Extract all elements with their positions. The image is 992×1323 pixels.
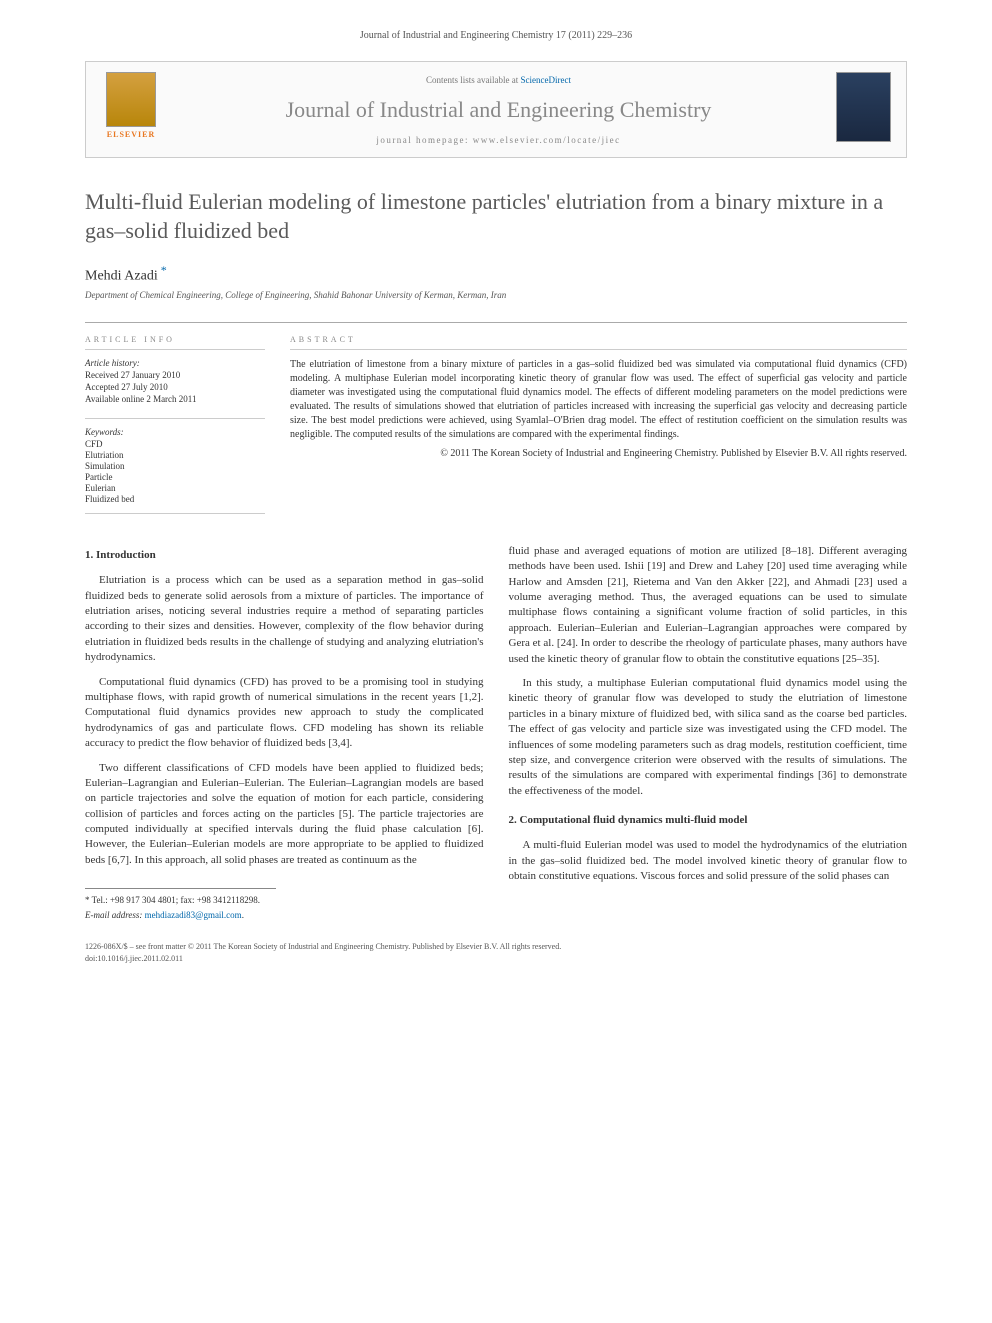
header-center: Contents lists available at ScienceDirec… bbox=[176, 72, 821, 145]
abstract-text: The elutriation of limestone from a bina… bbox=[290, 358, 907, 442]
journal-cover-thumbnail bbox=[836, 72, 891, 142]
email-label: E-mail address: bbox=[85, 910, 145, 920]
online-date: Available online 2 March 2011 bbox=[85, 394, 265, 404]
body-paragraph: A multi-fluid Eulerian model was used to… bbox=[509, 838, 908, 884]
article-info-heading: ARTICLE INFO bbox=[85, 335, 265, 350]
section-2-heading: 2. Computational fluid dynamics multi-fl… bbox=[509, 813, 908, 828]
body-paragraph: Computational fluid dynamics (CFD) has p… bbox=[85, 675, 484, 752]
received-date: Received 27 January 2010 bbox=[85, 370, 265, 380]
journal-header-box: ELSEVIER Contents lists available at Sci… bbox=[85, 61, 907, 158]
abstract-copyright: © 2011 The Korean Society of Industrial … bbox=[290, 447, 907, 461]
article-title: Multi-fluid Eulerian modeling of limesto… bbox=[85, 188, 907, 245]
section-1-heading: 1. Introduction bbox=[85, 548, 484, 563]
page-footer: 1226-086X/$ – see front matter © 2011 Th… bbox=[85, 941, 907, 963]
keywords-block: Keywords: CFD Elutriation Simulation Par… bbox=[85, 418, 265, 514]
accepted-date: Accepted 27 July 2010 bbox=[85, 382, 265, 392]
footnote-tel: * Tel.: +98 917 304 4801; fax: +98 34121… bbox=[85, 894, 276, 907]
author-line: Mehdi Azadi * bbox=[85, 263, 907, 285]
email-link[interactable]: mehdiazadi83@gmail.com bbox=[145, 910, 242, 920]
sciencedirect-link[interactable]: ScienceDirect bbox=[521, 75, 571, 85]
info-abstract-row: ARTICLE INFO Article history: Received 2… bbox=[85, 322, 907, 514]
keyword: CFD bbox=[85, 439, 265, 449]
body-columns: 1. Introduction Elutriation is a process… bbox=[85, 544, 907, 924]
running-header: Journal of Industrial and Engineering Ch… bbox=[85, 30, 907, 41]
contents-line: Contents lists available at ScienceDirec… bbox=[176, 75, 821, 85]
body-paragraph: fluid phase and averaged equations of mo… bbox=[509, 544, 908, 667]
elsevier-tree-icon bbox=[106, 72, 156, 127]
corresponding-footnote: * Tel.: +98 917 304 4801; fax: +98 34121… bbox=[85, 888, 276, 921]
keywords-label: Keywords: bbox=[85, 427, 265, 437]
footnote-email-line: E-mail address: mehdiazadi83@gmail.com. bbox=[85, 909, 276, 922]
body-paragraph: Elutriation is a process which can be us… bbox=[85, 573, 484, 665]
keyword: Simulation bbox=[85, 461, 265, 471]
author-name: Mehdi Azadi bbox=[85, 269, 158, 284]
elsevier-logo: ELSEVIER bbox=[101, 72, 161, 147]
footer-copyright: 1226-086X/$ – see front matter © 2011 Th… bbox=[85, 941, 907, 952]
footer-doi: doi:10.1016/j.jiec.2011.02.011 bbox=[85, 953, 907, 964]
body-column-right: fluid phase and averaged equations of mo… bbox=[509, 544, 908, 924]
history-label: Article history: bbox=[85, 358, 265, 368]
doi-text: doi:10.1016/j.jiec.2011.02.011 bbox=[85, 954, 183, 963]
body-column-left: 1. Introduction Elutriation is a process… bbox=[85, 544, 484, 924]
homepage-line: journal homepage: www.elsevier.com/locat… bbox=[176, 135, 821, 145]
corresponding-marker: * bbox=[158, 263, 167, 277]
affiliation: Department of Chemical Engineering, Coll… bbox=[85, 290, 907, 300]
keyword: Fluidized bed bbox=[85, 494, 265, 504]
keyword: Particle bbox=[85, 472, 265, 482]
elsevier-text: ELSEVIER bbox=[107, 130, 155, 139]
keyword: Eulerian bbox=[85, 483, 265, 493]
keyword: Elutriation bbox=[85, 450, 265, 460]
paper-page: Journal of Industrial and Engineering Ch… bbox=[0, 0, 992, 1004]
abstract-column: ABSTRACT The elutriation of limestone fr… bbox=[290, 335, 907, 514]
journal-name: Journal of Industrial and Engineering Ch… bbox=[176, 97, 821, 123]
body-paragraph: In this study, a multiphase Eulerian com… bbox=[509, 676, 908, 799]
body-paragraph: Two different classifications of CFD mod… bbox=[85, 761, 484, 869]
article-info-column: ARTICLE INFO Article history: Received 2… bbox=[85, 335, 265, 514]
contents-text: Contents lists available at bbox=[426, 75, 520, 85]
abstract-heading: ABSTRACT bbox=[290, 335, 907, 350]
